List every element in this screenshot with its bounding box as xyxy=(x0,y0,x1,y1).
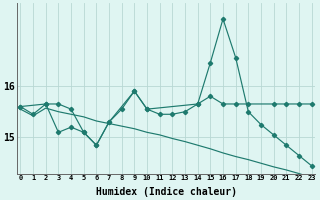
X-axis label: Humidex (Indice chaleur): Humidex (Indice chaleur) xyxy=(96,186,236,197)
